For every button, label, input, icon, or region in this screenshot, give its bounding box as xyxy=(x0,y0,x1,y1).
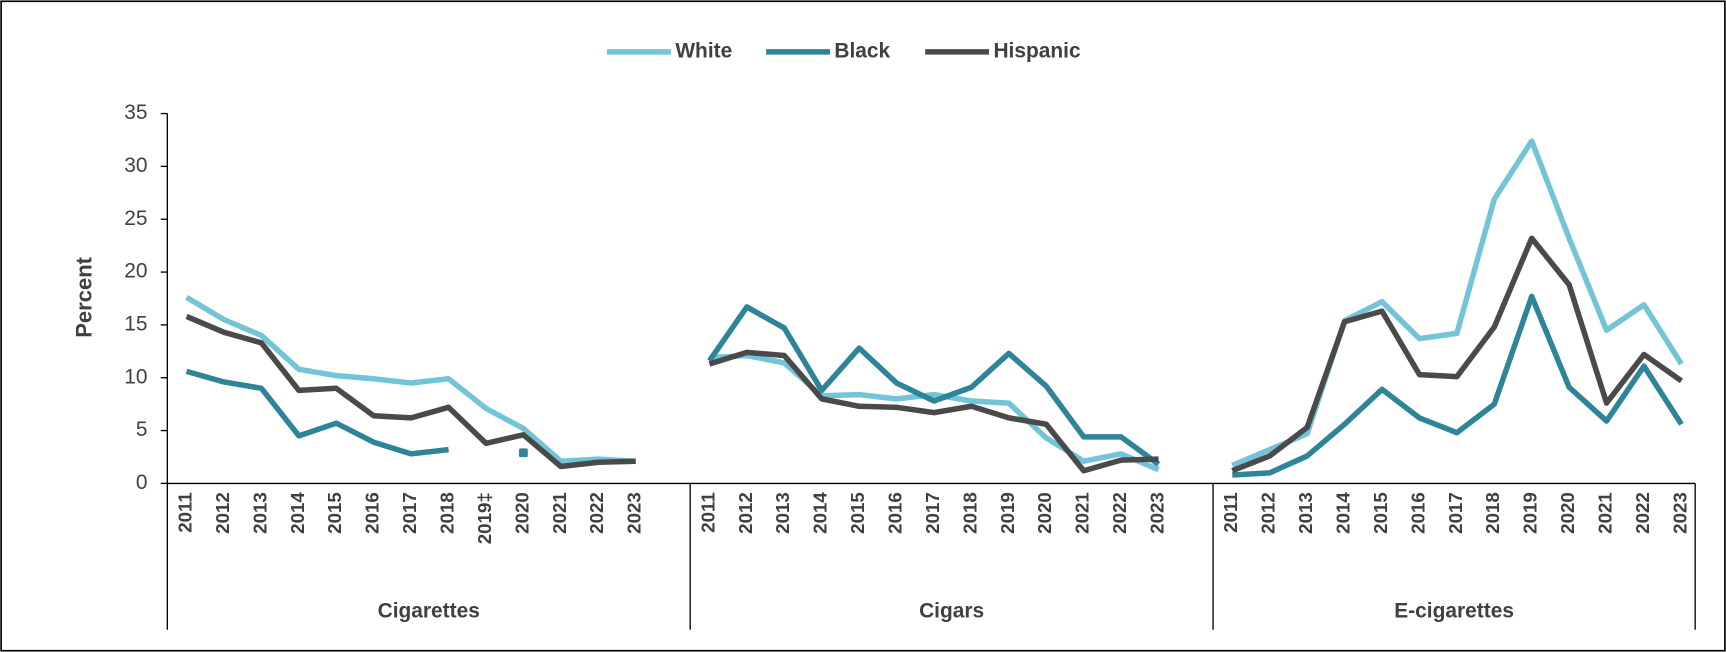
x-tick-label: 2019 xyxy=(1520,492,1541,534)
series-line xyxy=(708,349,1159,474)
y-tick-label: 25 xyxy=(124,207,147,230)
x-tick-label: 2015 xyxy=(324,492,345,534)
x-tick-label: 2014 xyxy=(1333,492,1354,534)
x-tick-label: 2020 xyxy=(511,492,532,534)
x-tick-label: 2022 xyxy=(586,492,607,534)
x-tick-label: 2011 xyxy=(1220,492,1241,533)
y-axis-label: Percent xyxy=(72,256,97,337)
series-line xyxy=(185,313,636,470)
series-line xyxy=(185,295,636,464)
y-tick-label: 10 xyxy=(124,365,147,388)
x-tick-label: 2022 xyxy=(1632,492,1653,534)
x-tick-label: 2011 xyxy=(175,492,196,533)
point xyxy=(519,448,528,458)
series-line xyxy=(1231,235,1684,474)
x-tick-label: 2023 xyxy=(624,492,645,534)
series-line xyxy=(1231,138,1684,468)
x-tick-label: 2013 xyxy=(1295,492,1316,534)
legend-label: Hispanic xyxy=(993,39,1081,62)
group-label: Cigars xyxy=(919,600,984,623)
y-tick-label: 5 xyxy=(136,418,148,441)
x-tick-label: 2013 xyxy=(249,492,270,534)
x-tick-label: 2017 xyxy=(399,492,420,534)
x-tick-label: 2017 xyxy=(922,492,943,534)
x-tick-label: 2011 xyxy=(697,492,718,533)
x-tick-label: 2014 xyxy=(810,492,831,534)
group-label: E-cigarettes xyxy=(1394,600,1514,623)
y-tick-label: 30 xyxy=(124,154,147,177)
x-tick-label: 2012 xyxy=(735,492,756,534)
x-tick-label: 2016 xyxy=(1407,492,1428,534)
x-tick-label: 2012 xyxy=(212,492,233,534)
x-tick-label: 2012 xyxy=(1258,492,1279,534)
x-tick-label: 2016 xyxy=(362,492,383,534)
y-tick-label: 15 xyxy=(124,312,147,335)
x-tick-label: 2019‡ xyxy=(474,492,495,544)
x-tick-label: 2016 xyxy=(885,492,906,534)
x-tick-label: 2018 xyxy=(959,492,980,534)
x-tick-label: 2014 xyxy=(287,492,308,534)
legend-label: White xyxy=(675,39,732,62)
y-tick-label: 20 xyxy=(124,260,147,283)
x-tick-label: 2021 xyxy=(1072,492,1093,534)
x-tick-label: 2015 xyxy=(1370,492,1391,534)
series-line xyxy=(1232,293,1684,478)
x-tick-label: 2020 xyxy=(1557,492,1578,534)
y-tick-label: 35 xyxy=(124,101,147,124)
series-line xyxy=(709,352,1160,473)
x-tick-label: 2021 xyxy=(549,492,570,534)
x-tick-label: 2018 xyxy=(1482,492,1503,534)
x-tick-label: 2020 xyxy=(1034,492,1055,534)
x-tick-label: 2018 xyxy=(436,492,457,534)
group-label: Cigarettes xyxy=(378,600,480,623)
y-tick-label: 0 xyxy=(136,471,148,494)
x-tick-label: 2022 xyxy=(1109,492,1130,534)
x-tick-label: 2013 xyxy=(772,492,793,534)
x-tick-label: 2023 xyxy=(1146,492,1167,534)
x-tick-label: 2019 xyxy=(997,492,1018,534)
x-tick-label: 2021 xyxy=(1595,492,1616,534)
legend-label: Black xyxy=(834,39,890,62)
x-tick-label: 2015 xyxy=(847,492,868,534)
x-tick-label: 2023 xyxy=(1669,492,1690,534)
x-tick-label: 2017 xyxy=(1445,492,1466,534)
series-line xyxy=(185,368,449,457)
series-line xyxy=(707,304,1161,467)
